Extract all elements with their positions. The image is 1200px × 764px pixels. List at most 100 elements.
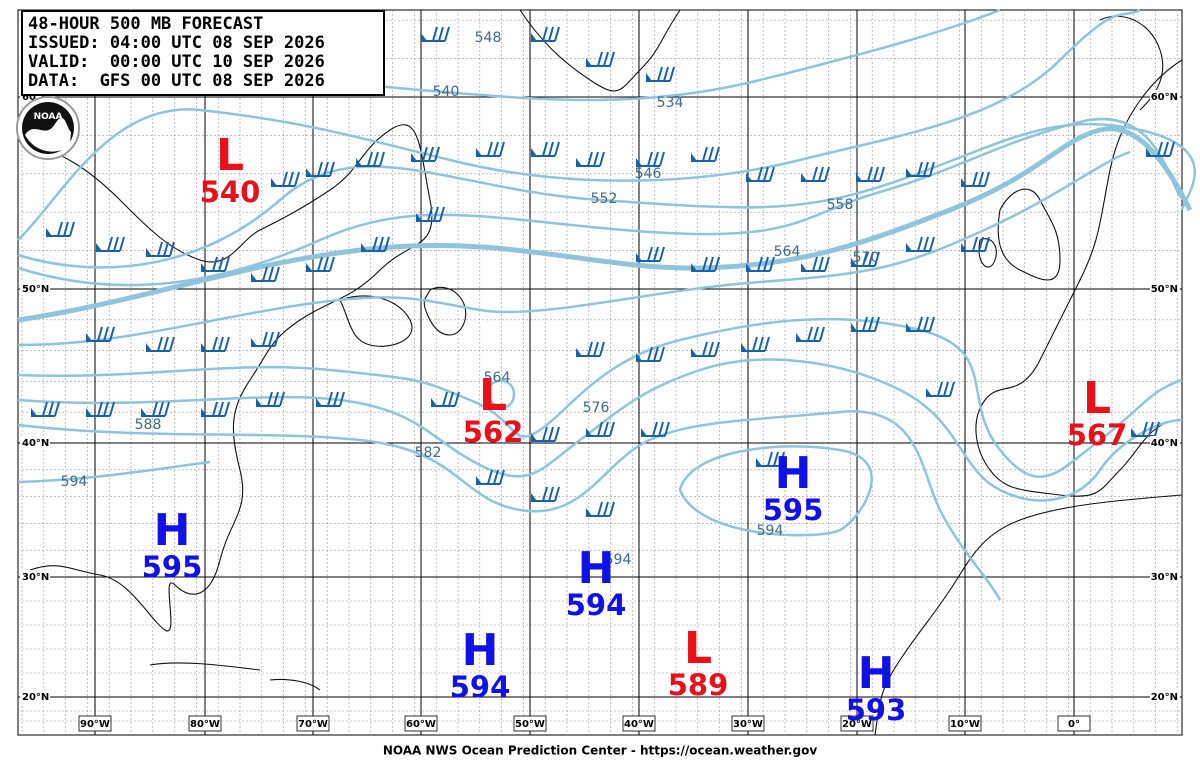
latitude-label: 20°N — [22, 692, 49, 703]
wind-barb — [641, 421, 670, 437]
center-value: 589 — [668, 668, 729, 702]
barb-flag — [201, 263, 207, 271]
barb-flag — [201, 408, 207, 416]
barb-shape — [746, 256, 775, 272]
barb-shape — [411, 146, 440, 162]
contour-label: 588 — [135, 417, 162, 433]
barb-flag — [531, 33, 537, 41]
barb-flag — [531, 493, 537, 501]
longitude-label: 50°W — [515, 719, 545, 730]
wind-barb — [586, 421, 615, 437]
center-value: 562 — [463, 415, 524, 449]
barb-flag — [431, 398, 437, 406]
barb-shape — [741, 336, 770, 352]
wind-barb — [796, 326, 825, 342]
barb-shape — [906, 161, 935, 177]
wind-barb — [746, 166, 775, 182]
latitude-label: 40°N — [1151, 438, 1178, 449]
barb-flag — [796, 333, 802, 341]
label-bg — [513, 715, 547, 732]
barb-flag — [356, 158, 362, 166]
barb-flag — [531, 433, 537, 441]
label-bg — [622, 715, 656, 732]
barb-shape — [356, 151, 385, 167]
center-symbol: H — [775, 448, 812, 499]
label-bg — [1150, 436, 1180, 449]
label-bg — [20, 690, 50, 703]
barb-shape — [796, 326, 825, 342]
header-line: 48-HOUR 500 MB FORECAST — [28, 14, 263, 34]
wind-barb — [251, 266, 280, 282]
barb-flag — [636, 158, 642, 166]
barb-flag — [801, 263, 807, 271]
contour-label: 576 — [583, 400, 610, 416]
wind-barb — [316, 391, 345, 407]
barb-shape — [416, 206, 445, 222]
barb-flag — [746, 263, 752, 271]
barb-shape — [756, 451, 785, 467]
longitude-label: 10°W — [950, 719, 980, 730]
barb-shape — [746, 166, 775, 182]
barb-flag — [636, 353, 642, 361]
barb-flag — [691, 153, 697, 161]
wind-barb — [691, 256, 720, 272]
label-bg — [948, 715, 982, 732]
barb-shape — [646, 66, 675, 82]
barb-flag — [741, 343, 747, 351]
wind-barb — [476, 469, 505, 485]
wind-barb — [271, 171, 300, 187]
center-symbol: L — [479, 370, 507, 421]
barb-flag — [31, 408, 37, 416]
barb-shape — [636, 346, 665, 362]
barb-flag — [961, 178, 967, 186]
wind-barb — [141, 401, 170, 417]
contour-line — [17, 8, 1141, 241]
logo-wave — [25, 117, 71, 152]
barb-flag — [906, 323, 912, 331]
barb-flag — [96, 243, 102, 251]
wind-barb — [801, 256, 830, 272]
contour-label: 552 — [591, 191, 618, 207]
barb-flag — [926, 388, 932, 396]
label-bg — [1150, 282, 1180, 295]
barb-shape — [476, 469, 505, 485]
barb-shape — [306, 161, 335, 177]
coastline — [975, 59, 1183, 497]
barb-shape — [531, 426, 560, 442]
contour-label: 594 — [757, 523, 784, 539]
wind-barb — [576, 151, 605, 167]
barb-flag — [416, 213, 422, 221]
wind-barb — [586, 501, 615, 517]
header-line: ISSUED: 04:00 UTC 08 SEP 2026 — [28, 33, 325, 53]
label-bg — [1150, 570, 1180, 583]
barb-shape — [801, 166, 830, 182]
contour-line — [17, 317, 1183, 478]
wind-barb — [201, 256, 230, 272]
contour-label: 570 — [853, 250, 880, 266]
center-symbol: H — [462, 625, 499, 676]
barb-flag — [906, 168, 912, 176]
contour-label: 546 — [635, 166, 662, 182]
barb-flag — [576, 348, 582, 356]
latitude-label: 20°N — [1151, 692, 1178, 703]
barb-shape — [146, 241, 175, 257]
center-symbol: L — [216, 130, 244, 181]
barb-shape — [306, 256, 335, 272]
longitude-label: 70°W — [298, 719, 328, 730]
latitude-label: 60°N — [1151, 92, 1178, 103]
wind-barb — [306, 161, 335, 177]
wind-barb — [256, 391, 285, 407]
header-frame — [21, 10, 385, 96]
barb-shape — [46, 221, 75, 237]
barb-shape — [961, 236, 990, 252]
coastlines — [17, 9, 1183, 736]
barb-flag — [411, 153, 417, 161]
contour-label: 534 — [657, 95, 684, 111]
barb-flag — [531, 148, 537, 156]
latitude-label: 60°N — [22, 92, 49, 103]
barb-flag — [856, 173, 862, 181]
barb-flag — [86, 408, 92, 416]
barb-shape — [86, 326, 115, 342]
